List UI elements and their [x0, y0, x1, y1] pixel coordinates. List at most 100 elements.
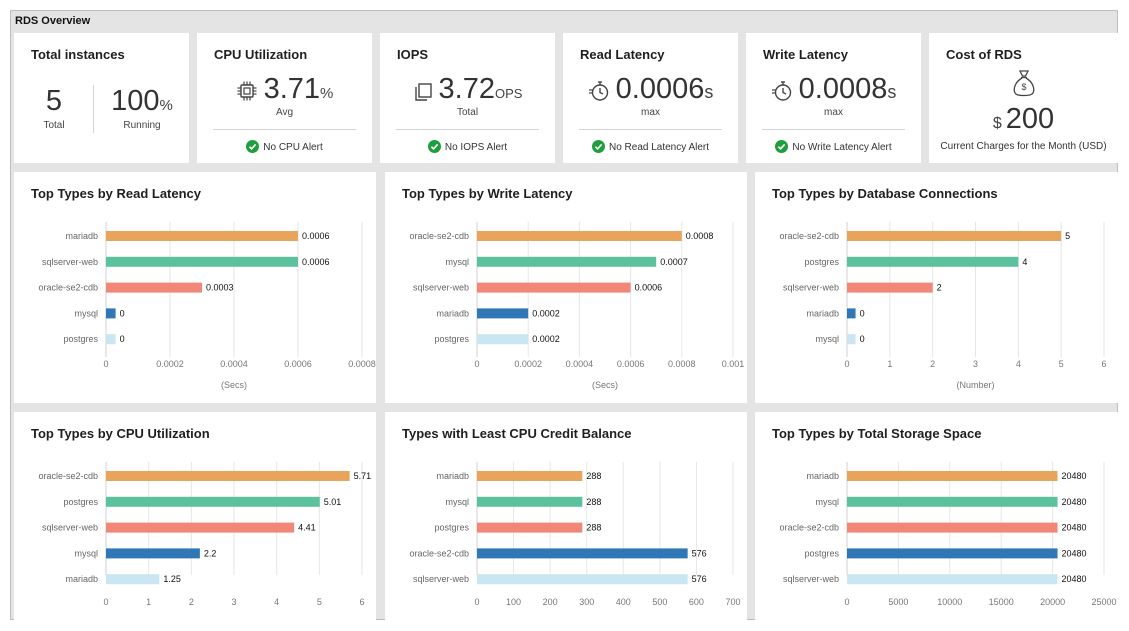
category-label: mysql [815, 334, 839, 344]
bar [477, 574, 688, 585]
category-label: mariadb [806, 471, 839, 481]
kpi-value-row: 3.71% [197, 73, 372, 107]
x-tick-label: 0 [103, 597, 108, 607]
data-label: 0.0008 [686, 231, 714, 241]
chart-title: Top Types by Total Storage Space [772, 426, 982, 441]
bar [106, 548, 200, 559]
cost-value: 200 [1005, 103, 1055, 135]
x-axis-label: (Number) [956, 380, 994, 390]
category-label: mariadb [436, 308, 469, 318]
kpi-sub-label: Avg [275, 107, 294, 118]
category-label: postgres [804, 257, 839, 267]
kpi-card-total-instances[interactable]: Total instances 5 Total 100% Running [14, 33, 189, 163]
x-tick-label: 15000 [989, 597, 1014, 607]
x-tick-label: 2 [930, 359, 935, 369]
bar [106, 522, 295, 533]
category-label: mariadb [436, 471, 469, 481]
x-tick-label: 0 [844, 597, 849, 607]
kpi-card-iops[interactable]: IOPS 3.72OPS Total No IOPS Alert [380, 33, 555, 163]
kpi-value-row: 3.72OPS [380, 73, 555, 107]
data-label: 0.0003 [206, 283, 234, 293]
data-label: 0 [120, 334, 125, 344]
chart-title: Top Types by Database Connections [772, 186, 998, 201]
bar [477, 256, 657, 267]
x-tick-label: 500 [652, 597, 667, 607]
cost-sub-label: Current Charges for the Month (USD) [940, 141, 1107, 152]
x-tick-label: 0.0008 [668, 359, 696, 369]
data-label: 0.0002 [532, 308, 560, 318]
kpi-card-read-latency[interactable]: Read Latency 0.0006s max No Read Latency… [563, 33, 738, 163]
kpi-alert: No IOPS Alert [380, 140, 555, 156]
x-axis-label: (Secs) [221, 380, 247, 390]
data-label: 20480 [1062, 574, 1087, 584]
bar [847, 548, 1058, 559]
x-tick-label: 1 [146, 597, 151, 607]
category-label: mysql [74, 548, 98, 558]
category-label: oracle-se2-cdb [409, 548, 469, 558]
cpu-chip-icon [236, 80, 258, 107]
kpi-card-write-latency[interactable]: Write Latency 0.0008s max No Write Laten… [746, 33, 921, 163]
check-circle-icon [246, 140, 260, 156]
divider [213, 129, 356, 130]
bar [847, 256, 1019, 267]
data-label: 1.25 [163, 574, 181, 584]
alert-text: No CPU Alert [263, 142, 323, 153]
x-tick-label: 600 [689, 597, 704, 607]
x-tick-label: 0.0002 [156, 359, 184, 369]
bar [847, 574, 1058, 585]
data-label: 0.0002 [532, 334, 560, 344]
divider [396, 129, 539, 130]
x-tick-label: 1 [887, 359, 892, 369]
bar [106, 256, 298, 267]
category-label: mariadb [65, 231, 98, 241]
divider [93, 85, 94, 133]
bar [477, 548, 688, 559]
category-label: oracle-se2-cdb [779, 523, 839, 533]
category-label: postgres [434, 334, 469, 344]
write-latency-value: 0.0008 [798, 73, 888, 105]
data-label: 576 [692, 574, 707, 584]
data-label: 20480 [1062, 497, 1087, 507]
stopwatch-icon [588, 80, 610, 107]
x-tick-label: 6 [1101, 359, 1106, 369]
bar [477, 308, 529, 319]
chart-title: Top Types by Write Latency [402, 186, 573, 201]
cpu-value: 3.71 [263, 73, 321, 105]
x-tick-label: 0 [844, 359, 849, 369]
x-tick-label: 100 [506, 597, 521, 607]
bar [847, 282, 933, 293]
bar [847, 496, 1058, 507]
total-instances-label: Total [43, 120, 65, 131]
kpi-title: IOPS [397, 47, 429, 62]
data-label: 288 [586, 471, 601, 481]
bar-chart-cpu-utilization: 0 1 2 3 4 5 6 oracle-se2-cdb 5.71 postgres 5.01 sql… [38, 462, 371, 607]
chart-card-read-latency: Top Types by Read Latency 0 0.0002 0.0004 0… [14, 172, 376, 403]
x-tick-label: 0 [474, 359, 479, 369]
svg-text:$: $ [1021, 82, 1026, 92]
kpi-card-cost[interactable]: Cost of RDS $ $200 Current Charges for t… [929, 33, 1118, 163]
category-label: mysql [74, 308, 98, 318]
x-tick-label: 0.0006 [617, 359, 645, 369]
x-tick-label: 0 [103, 359, 108, 369]
bar-chart-storage: 0 5000 10000 15000 20000 25000 mariadb 20480 mys… [779, 462, 1117, 607]
kpi-value-row: 0.0008s [746, 73, 921, 107]
category-label: mariadb [65, 574, 98, 584]
chart-title: Top Types by Read Latency [31, 186, 202, 201]
data-label: 2 [937, 283, 942, 293]
data-label: 576 [692, 548, 707, 558]
bar-chart-read-latency: 0 0.0002 0.0004 0.0006 0.0008 mariadb 0.0006 sq… [38, 222, 376, 390]
bar [106, 471, 350, 481]
category-label: postgres [63, 334, 98, 344]
check-circle-icon [427, 140, 441, 156]
running-label: Running [123, 120, 161, 131]
bar [477, 522, 583, 533]
category-label: oracle-se2-cdb [38, 283, 98, 293]
data-label: 4 [1022, 257, 1027, 267]
chart-title: Types with Least CPU Credit Balance [402, 426, 632, 441]
read-latency-value: 0.0006 [615, 73, 705, 105]
x-tick-label: 5 [317, 597, 322, 607]
cpu-unit: % [320, 85, 334, 102]
bar [477, 471, 583, 481]
kpi-card-cpu-utilization[interactable]: CPU Utilization 3.71% Avg No CPU Alert [197, 33, 372, 163]
iops-value: 3.72 [438, 73, 495, 105]
